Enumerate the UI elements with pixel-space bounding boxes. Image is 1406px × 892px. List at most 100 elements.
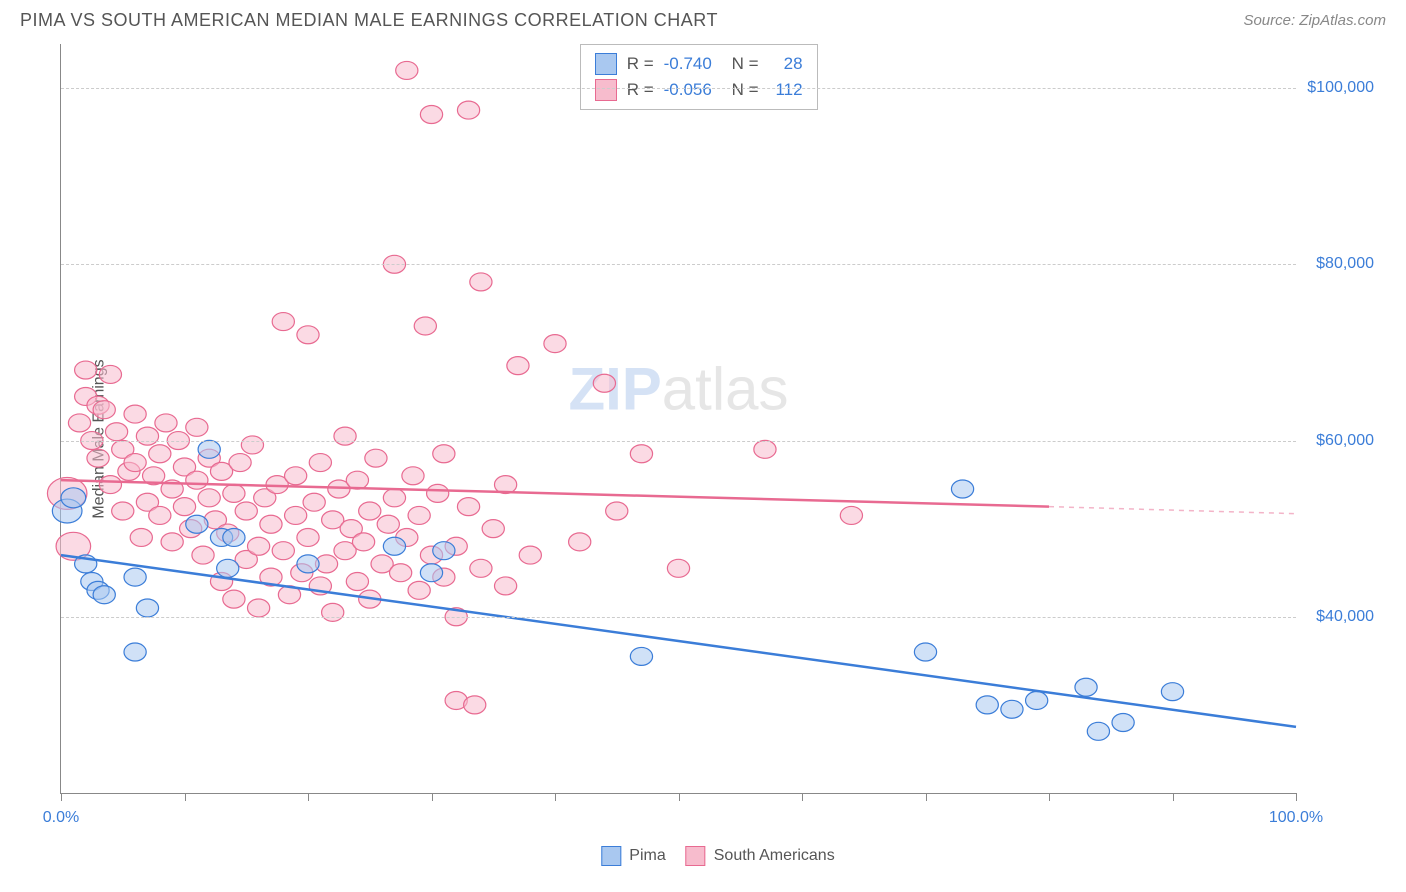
x-tick [308,793,309,801]
trend-line [61,555,1296,727]
stats-swatch [595,79,617,101]
x-tick [555,793,556,801]
data-point [470,273,492,291]
legend-label: South Americans [714,847,835,865]
legend-item: Pima [601,846,665,866]
data-point [322,603,344,621]
data-point [61,488,86,508]
data-point [383,489,405,507]
x-tick [1296,793,1297,801]
x-tick [802,793,803,801]
data-point [346,573,368,591]
trend-line-extrapolated [1049,507,1296,514]
data-point [494,577,516,595]
data-point [408,581,430,599]
y-tick-label: $100,000 [1302,79,1374,97]
data-point [433,542,455,560]
data-point [124,405,146,423]
legend-swatch [601,846,621,866]
data-point [951,480,973,498]
data-point [93,586,115,604]
stats-n-label: N = [732,54,759,74]
data-point [223,528,245,546]
data-point [124,568,146,586]
x-tick [61,793,62,801]
data-point [630,647,652,665]
data-point [186,471,208,489]
data-point [667,559,689,577]
data-point [569,533,591,551]
legend-label: Pima [629,847,665,865]
data-point [198,440,220,458]
data-point [260,515,282,533]
data-point [427,484,449,502]
data-point [130,528,152,546]
data-point [1001,700,1023,718]
data-point [414,317,436,335]
data-point [217,559,239,577]
data-point [99,365,121,383]
data-point [186,515,208,533]
data-point [105,423,127,441]
data-point [247,537,269,555]
data-point [186,418,208,436]
plot-area: ZIPatlas R =-0.740N =28R =-0.056N =112 $… [60,44,1296,794]
data-point [1075,678,1097,696]
data-point [285,506,307,524]
data-point [124,643,146,661]
chart-legend: Pima South Americans [601,846,834,866]
x-tick [1173,793,1174,801]
data-point [420,106,442,124]
data-point [1087,722,1109,740]
y-tick-label: $80,000 [1302,255,1374,273]
data-point [457,498,479,516]
data-point [173,498,195,516]
data-point [914,643,936,661]
data-point [223,590,245,608]
data-point [464,696,486,714]
data-point [507,357,529,375]
gridline-h [61,88,1296,89]
x-tick-label: 100.0% [1269,809,1323,827]
data-point [87,449,109,467]
data-point [754,440,776,458]
data-point [309,454,331,472]
data-point [272,542,294,560]
y-tick-label: $40,000 [1302,608,1374,626]
data-point [359,502,381,520]
data-point [334,427,356,445]
gridline-h [61,617,1296,618]
x-tick [679,793,680,801]
data-point [297,528,319,546]
data-point [136,427,158,445]
stats-swatch [595,53,617,75]
data-point [198,489,220,507]
scatter-plot-svg [61,44,1296,793]
data-point [1161,683,1183,701]
data-point [1026,691,1048,709]
data-point [433,445,455,463]
x-tick-label: 0.0% [43,809,79,827]
data-point [470,559,492,577]
data-point [390,564,412,582]
gridline-h [61,264,1296,265]
stats-row: R =-0.056N =112 [595,77,803,103]
data-point [75,361,97,379]
legend-swatch [686,846,706,866]
data-point [593,374,615,392]
stats-n-value: 28 [769,54,803,74]
data-point [229,454,251,472]
data-point [297,555,319,573]
data-point [976,696,998,714]
data-point [519,546,541,564]
data-point [408,506,430,524]
data-point [630,445,652,463]
data-point [155,414,177,432]
data-point [1112,714,1134,732]
data-point [420,564,442,582]
data-point [124,454,146,472]
data-point [346,471,368,489]
stats-n-value: 112 [769,80,803,100]
x-tick [1049,793,1050,801]
data-point [544,335,566,353]
